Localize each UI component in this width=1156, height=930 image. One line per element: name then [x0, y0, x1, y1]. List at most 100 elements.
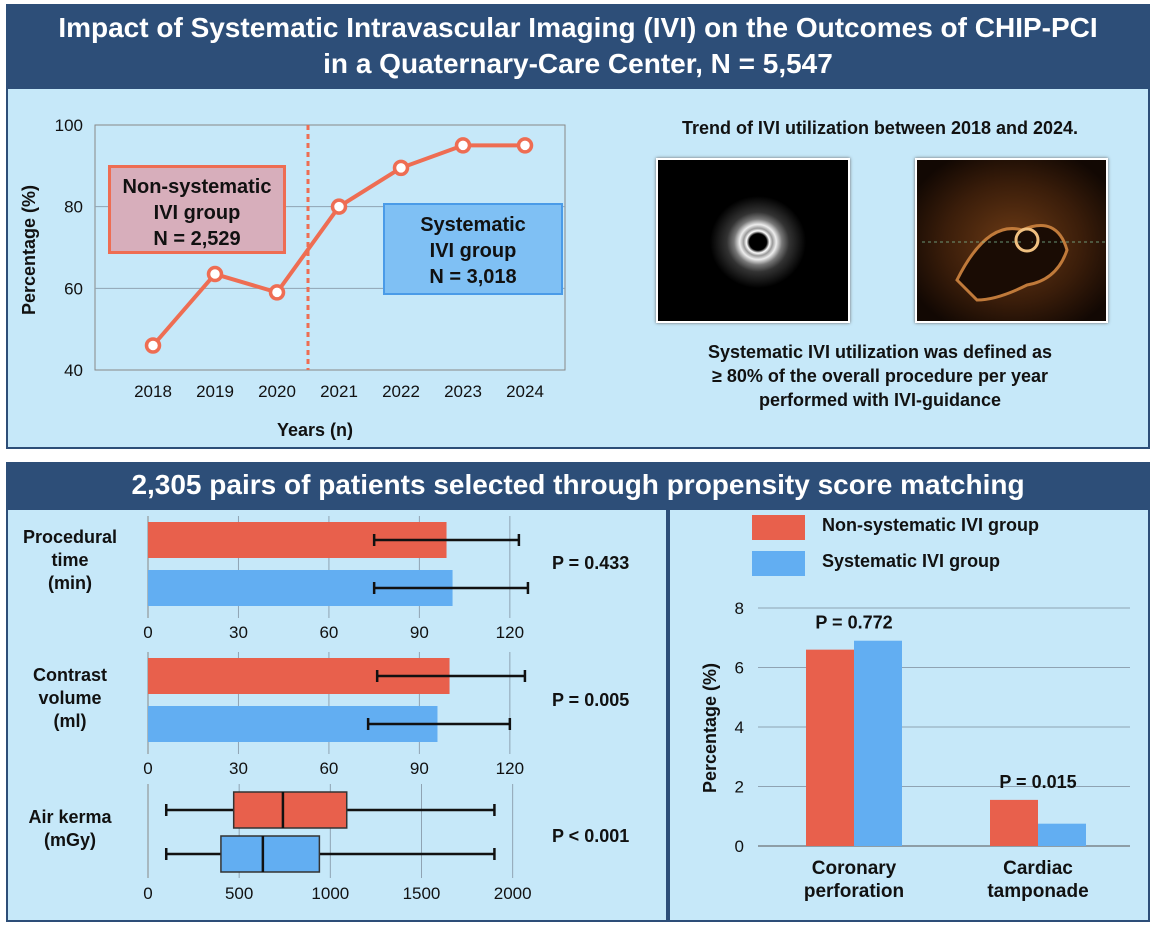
- line-chart-ytick-label: 40: [64, 361, 83, 380]
- line-chart-point: [268, 284, 286, 301]
- procedural-time-label-1: Procedural: [22, 527, 118, 547]
- systematic-box-line-1: Systematic: [420, 214, 526, 236]
- hz-tick-label: 2000: [494, 884, 532, 903]
- legend-swatch-red: [752, 515, 805, 540]
- line-chart-xtick-label: 2021: [320, 382, 358, 401]
- contrast-volume-label: Contrast volume (ml): [8, 664, 132, 733]
- line-chart-xtick-label: 2024: [506, 382, 544, 401]
- definition-line-2: ≥ 80% of the overall procedure per year: [711, 366, 1048, 386]
- legend-item-systematic: Systematic IVI group: [752, 548, 1142, 578]
- complication-category-label: tamponade: [987, 881, 1088, 902]
- bottom-banner: 2,305 pairs of patients selected through…: [6, 462, 1150, 508]
- hz-tick-label: 1500: [403, 884, 441, 903]
- procedural-time-label: Procedural time (min): [8, 526, 132, 595]
- contrast-volume-chart: 0 30 60 90 120: [143, 652, 527, 778]
- air-kerma-label: Air kerma (mGy): [8, 806, 132, 852]
- contrast-volume-label-3: (ml): [53, 711, 87, 731]
- line-chart-ytick-label: 80: [64, 198, 83, 217]
- line-chart-xtick-label: 2019: [196, 382, 234, 401]
- line-chart-xtick-label: 2023: [444, 382, 482, 401]
- line-chart-xtick-label: 2018: [134, 382, 172, 401]
- line-chart-ytick-label: 60: [64, 279, 83, 298]
- air-kerma-chart: 0 500 1000 1500 2000: [143, 784, 532, 903]
- bar-chart-ytick-label: 2: [735, 778, 744, 797]
- line-chart-point: [206, 265, 224, 283]
- nonsystematic-box-line-3: N = 2,529: [153, 228, 241, 250]
- complication-category-label: Coronary: [812, 858, 897, 879]
- line-chart-xtick-label: 2020: [258, 382, 296, 401]
- systematic-group-box: Systematic IVI group N = 3,018: [383, 203, 563, 295]
- title-line-2: in a Quaternary-Care Center, N = 5,547: [323, 48, 833, 79]
- line-chart-ylabel: Percentage (%): [19, 185, 39, 315]
- systematic-box-line-2: IVI group: [429, 240, 517, 262]
- nonsystematic-box-line-2: IVI group: [153, 202, 241, 224]
- bottom-right-panel: [668, 508, 1150, 922]
- oct-cross-section-image: [915, 158, 1108, 323]
- definition-line-3: performed with IVI-guidance: [758, 390, 1002, 410]
- hz-tick-label: 30: [229, 623, 248, 642]
- title-banner: Impact of Systematic Intravascular Imagi…: [6, 4, 1150, 87]
- nonsystematic-box-line-1: Non-systematic: [122, 176, 272, 198]
- contrast-volume-p-value: P = 0.005: [552, 690, 630, 710]
- line-chart-point: [392, 159, 410, 177]
- hz-tick-label: 1000: [311, 884, 349, 903]
- hz-tick-label: 120: [496, 623, 524, 642]
- line-chart-point: [516, 137, 534, 154]
- complication-bar: [806, 649, 854, 846]
- complication-category-label: perforation: [804, 881, 904, 902]
- definition-line-1: Systematic IVI utilization was defined a…: [707, 342, 1053, 362]
- hz-tick-label: 60: [319, 759, 338, 778]
- definition-text: Systematic IVI utilization was defined a…: [620, 340, 1140, 412]
- legend-item-nonsystematic: Non-systematic IVI group: [752, 512, 1142, 542]
- bar-chart-ytick-label: 4: [735, 718, 744, 737]
- bar-chart-ytick-label: 8: [735, 599, 744, 618]
- hz-tick-label: 500: [225, 884, 253, 903]
- hz-tick-label: 90: [410, 759, 429, 778]
- complication-category-label: Cardiac: [1003, 858, 1073, 879]
- hz-tick-label: 0: [143, 884, 152, 903]
- bar-chart-ytick-label: 6: [735, 659, 744, 678]
- hz-tick-label: 30: [229, 759, 248, 778]
- systematic-box-line-3: N = 3,018: [429, 266, 517, 288]
- legend-label-nonsystematic: Non-systematic IVI group: [822, 515, 1040, 535]
- line-chart-ytick-label: 100: [55, 116, 83, 135]
- contrast-volume-label-1: Contrast: [32, 665, 107, 685]
- procedural-time-label-3: (min): [48, 573, 92, 593]
- legend-swatch-blue: [752, 551, 805, 576]
- legend-label-systematic: Systematic IVI group: [822, 551, 1001, 571]
- complication-p-value: P = 0.772: [815, 613, 892, 633]
- complication-p-value: P = 0.015: [999, 772, 1076, 792]
- hz-tick-label: 90: [410, 623, 429, 642]
- air-kerma-label-1: Air kerma: [28, 807, 112, 827]
- bottom-banner-text: 2,305 pairs of patients selected through…: [131, 469, 1025, 500]
- air-kerma-label-2: (mGy): [43, 830, 96, 850]
- complication-bar: [990, 799, 1038, 846]
- line-chart-point: [330, 198, 348, 215]
- complications-ylabel: Percentage (%): [700, 663, 720, 793]
- legend: Non-systematic IVI group Systematic IVI …: [752, 512, 1142, 584]
- box-iqr: [232, 791, 348, 829]
- air-kerma-p-value: P < 0.001: [552, 826, 630, 846]
- complication-bar: [1038, 823, 1086, 846]
- trend-heading: Trend of IVI utilization between 2018 an…: [681, 118, 1079, 138]
- line-chart-point: [144, 337, 162, 354]
- horizontal-comparison-charts: 0 30 60 90 120 0 30 60 90 120 0 500 1000 1500 2000: [143, 516, 532, 903]
- contrast-volume-label-2: volume: [38, 688, 102, 708]
- bar-chart-ytick-label: 0: [735, 837, 744, 856]
- line-chart-point: [454, 137, 472, 154]
- title-line-1: Impact of Systematic Intravascular Imagi…: [58, 12, 1098, 43]
- hz-tick-label: 0: [143, 759, 152, 778]
- hz-tick-label: 120: [496, 759, 524, 778]
- line-chart-xlabel: Years (n): [277, 420, 353, 440]
- box-iqr: [220, 835, 321, 873]
- procedural-time-chart: 0 30 60 90 120: [143, 516, 530, 642]
- line-chart-xtick-label: 2022: [382, 382, 420, 401]
- ivus-cross-section-image: [656, 158, 850, 323]
- hz-tick-label: 60: [319, 623, 338, 642]
- complication-bar: [854, 640, 902, 846]
- hz-tick-label: 0: [143, 623, 152, 642]
- procedural-time-p-value: P = 0.433: [552, 553, 630, 573]
- nonsystematic-group-box: Non-systematic IVI group N = 2,529: [108, 165, 286, 254]
- procedural-time-label-2: time: [51, 550, 89, 570]
